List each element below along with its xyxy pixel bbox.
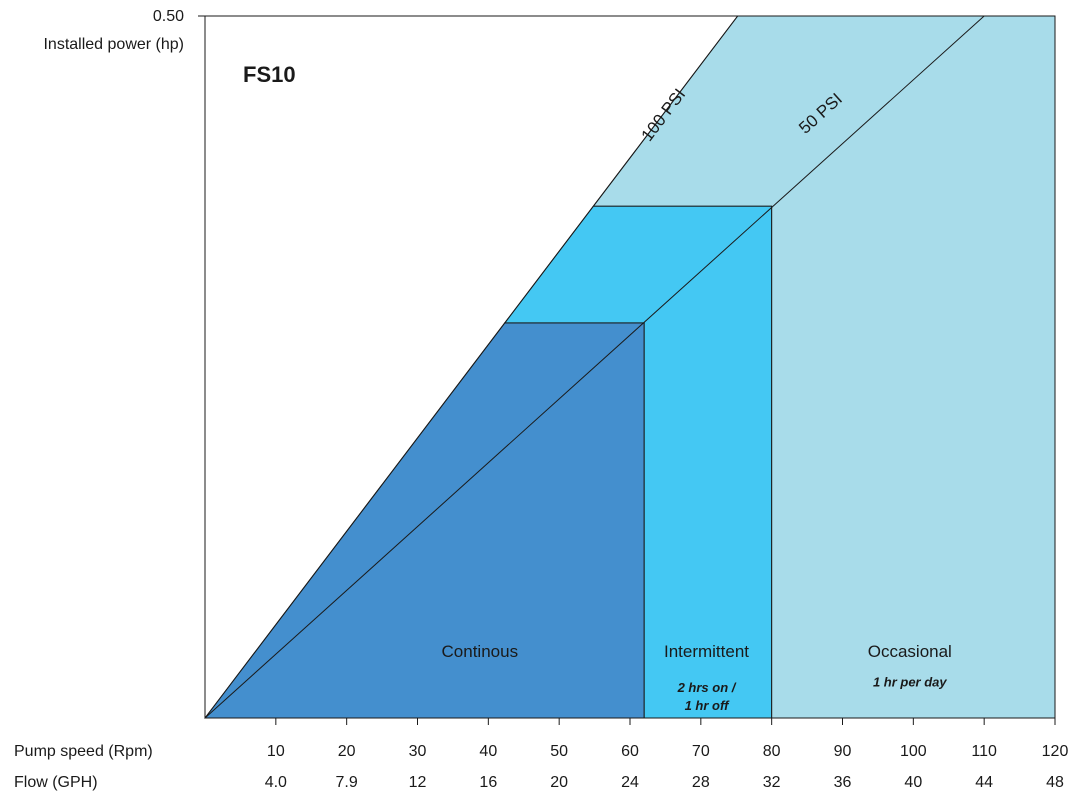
zone-occasional-subtitle: 1 hr per day <box>873 674 947 689</box>
x-axis-tick-label: 20 <box>338 743 356 760</box>
x-axis-tick-label: 44 <box>975 774 993 791</box>
chart-title: FS10 <box>243 62 296 87</box>
x-axis-tick-label: 4.0 <box>265 774 287 791</box>
x-axis-tick-label: 28 <box>692 774 710 791</box>
x-axis-tick-label: 36 <box>834 774 852 791</box>
x-axis-tick-label: 12 <box>409 774 427 791</box>
x-axis-row-label: Flow (GPH) <box>14 774 98 791</box>
x-axis-tick-label: 90 <box>834 743 852 760</box>
x-axis-tick-label: 40 <box>904 774 922 791</box>
zone-continous-label: Continous <box>442 642 519 661</box>
x-axis-tick-label: 30 <box>409 743 427 760</box>
chart-labels: FS10 0.50 Installed power (hp) Continous… <box>43 8 951 713</box>
x-axis-tick-label: 80 <box>763 743 781 760</box>
x-axis-tick-label: 110 <box>971 743 997 760</box>
pressure-line-100-psi <box>204 15 739 719</box>
zone-intermittent-subtitle: 1 hr off <box>685 698 730 713</box>
x-axis-tick-label: 10 <box>267 743 285 760</box>
x-axis-tick-label: 20 <box>550 774 568 791</box>
zone-occasional-label: Occasional <box>868 642 952 661</box>
pressure-line-50-psi <box>204 15 985 719</box>
x-axis-tick-label: 40 <box>479 743 497 760</box>
x-axis-tick-label: 120 <box>1042 743 1069 760</box>
x-axis: Pump speed (Rpm) 10 20 30 40 50 60 70 80 90 100 110… <box>14 718 1068 791</box>
x-axis-tick-label: 70 <box>692 743 710 760</box>
x-axis-tick-label: 24 <box>621 774 639 791</box>
x-axis-row-label: Pump speed (Rpm) <box>14 743 153 760</box>
zone-intermittent-subtitle: 2 hrs on / <box>677 680 737 695</box>
zone-areas <box>203 15 1056 719</box>
y-axis-label: Installed power (hp) <box>43 36 184 53</box>
x-axis-tick-label: 7.9 <box>336 774 358 791</box>
zone-intermittent-label: Intermittent <box>664 642 749 661</box>
x-axis-tick-label: 16 <box>479 774 497 791</box>
x-axis-tick-label: 100 <box>900 743 927 760</box>
x-axis-tick-label: 50 <box>550 743 568 760</box>
x-axis-tick-label: 32 <box>763 774 781 791</box>
x-axis-tick-label: 60 <box>621 743 639 760</box>
x-axis-tick-label: 48 <box>1046 774 1064 791</box>
y-axis-top-tick-label: 0.50 <box>153 8 184 25</box>
